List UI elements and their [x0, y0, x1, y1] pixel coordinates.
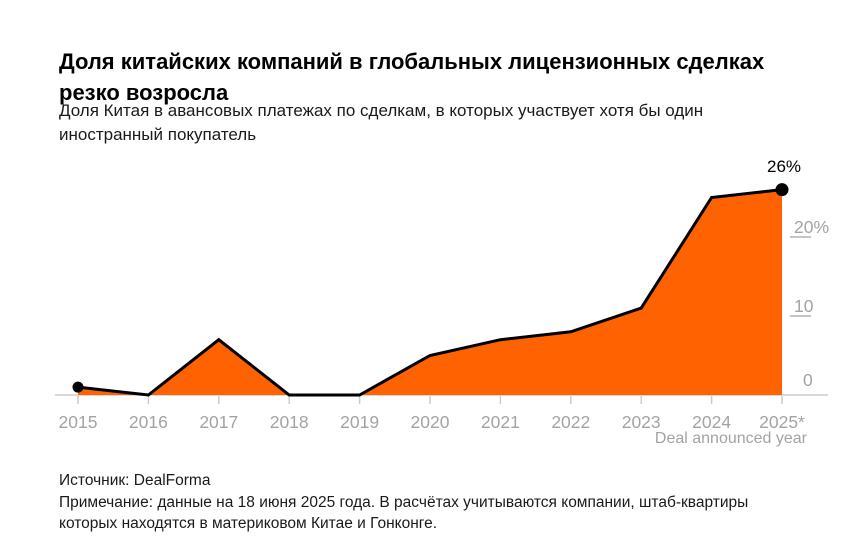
chart-title: Доля китайских компаний в глобальных лиц… — [59, 48, 765, 105]
y-tick-label: 20% — [794, 217, 829, 237]
x-tick-label: 2019 — [340, 412, 379, 432]
x-tick-label: 2021 — [481, 412, 520, 432]
x-tick-label: 2016 — [129, 412, 168, 432]
x-axis-title: Deal announced year — [654, 430, 807, 447]
x-tick-label: 2025* — [759, 412, 805, 432]
x-tick-label: 2015 — [59, 412, 98, 432]
note-line: Примечание: данные на 18 июня 2025 года.… — [59, 493, 749, 533]
source-line: Источник: DealForma — [59, 472, 211, 489]
x-tick-label: 2017 — [199, 412, 238, 432]
x-tick-label: 2024 — [692, 412, 731, 432]
footer: Источник: DealForma Примечание: данные н… — [59, 470, 804, 535]
chart-subtitle: Доля Китая в авансовых платежах по сделк… — [59, 101, 704, 144]
data-line — [77, 188, 783, 397]
y-tick-label: 0 — [803, 370, 813, 390]
x-tick-label: 2022 — [551, 412, 590, 432]
start-point-marker — [72, 381, 84, 393]
area-fill — [78, 189, 782, 395]
x-tick-label: 2018 — [270, 412, 309, 432]
end-point-marker — [775, 183, 789, 197]
y-tick-label: 10 — [794, 296, 814, 316]
x-tick-label: 2023 — [622, 412, 661, 432]
area-chart: 2015 2016 2017 2018 2019 2020 2021 2022 2023 2024… — [55, 183, 829, 432]
end-point-value-label: 26% — [766, 157, 802, 176]
chart-area: 2015 2016 2017 2018 2019 2020 2021 2022 2023 2024… — [0, 155, 844, 455]
x-tick-label: 2020 — [411, 412, 450, 432]
